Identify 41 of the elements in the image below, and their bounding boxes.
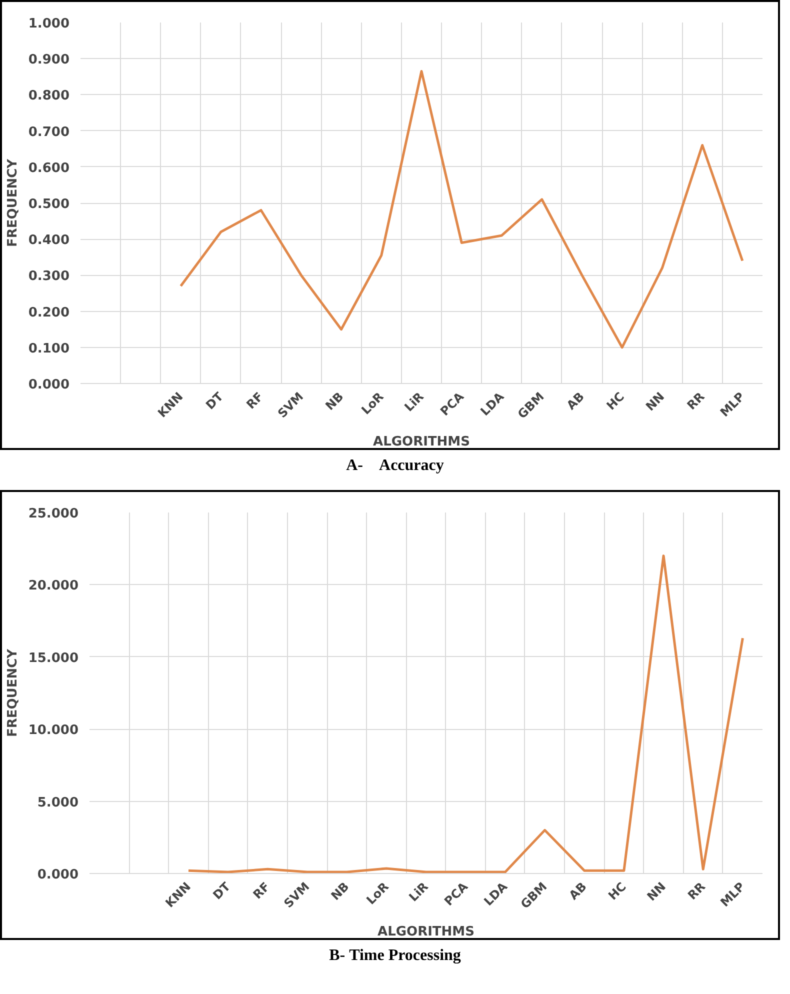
y-axis-title: FREQUENCY bbox=[5, 648, 20, 738]
x-tick-label: NB bbox=[328, 880, 352, 904]
y-tick-label: 0.700 bbox=[28, 124, 70, 140]
x-tick-label: DT bbox=[210, 878, 234, 902]
x-tick-label: RR bbox=[684, 390, 708, 413]
y-tick-label: 0.900 bbox=[28, 52, 70, 68]
y-tick-label: 0.000 bbox=[28, 378, 70, 392]
y-tick-label: 0.500 bbox=[28, 197, 70, 212]
text: B- Time Processing bbox=[329, 946, 461, 966]
line-series bbox=[187, 554, 744, 874]
y-tick-label: 25.000 bbox=[28, 506, 79, 522]
x-tick-label: DT bbox=[203, 388, 226, 412]
x-tick-label: LiR bbox=[406, 880, 431, 904]
y-tick-label: 10.000 bbox=[28, 723, 79, 738]
y-tick-label: 20.000 bbox=[28, 578, 79, 594]
x-tick-label: HC bbox=[604, 389, 628, 413]
y-tick-label: 0.600 bbox=[28, 160, 70, 176]
y-tick-label: 0.300 bbox=[28, 269, 70, 284]
x-tick-label: RF bbox=[250, 880, 273, 902]
x-tick-label: NB bbox=[322, 390, 346, 414]
y-axis-title: FREQUENCY bbox=[5, 158, 20, 248]
x-tick-label: HC bbox=[606, 879, 630, 903]
x-tick-label: RF bbox=[244, 390, 266, 412]
y-tick-label: 0.200 bbox=[28, 305, 70, 320]
x-tick-label: LiR bbox=[402, 390, 426, 414]
text: A- Accuracy bbox=[346, 456, 444, 476]
line-series bbox=[180, 70, 744, 349]
y-tick-label: 0.000 bbox=[37, 868, 79, 882]
x-tick-label: AB bbox=[564, 390, 587, 412]
y-tick-label: 0.800 bbox=[28, 88, 70, 104]
x-tick-label: AB bbox=[566, 880, 590, 902]
x-tick-label: RR bbox=[685, 880, 708, 903]
y-tick-label: 0.400 bbox=[28, 233, 70, 248]
y-tick-label: 1.000 bbox=[28, 16, 70, 32]
y-tick-label: 15.000 bbox=[28, 650, 79, 666]
x-axis-title: ALGORITHMS bbox=[378, 924, 474, 940]
x-tick-label: NN bbox=[643, 390, 668, 414]
y-tick-label: 0.100 bbox=[28, 341, 70, 356]
x-axis-title: ALGORITHMS bbox=[373, 434, 470, 450]
y-tick-label: 5.000 bbox=[37, 795, 79, 810]
x-tick-label: NN bbox=[644, 880, 668, 904]
